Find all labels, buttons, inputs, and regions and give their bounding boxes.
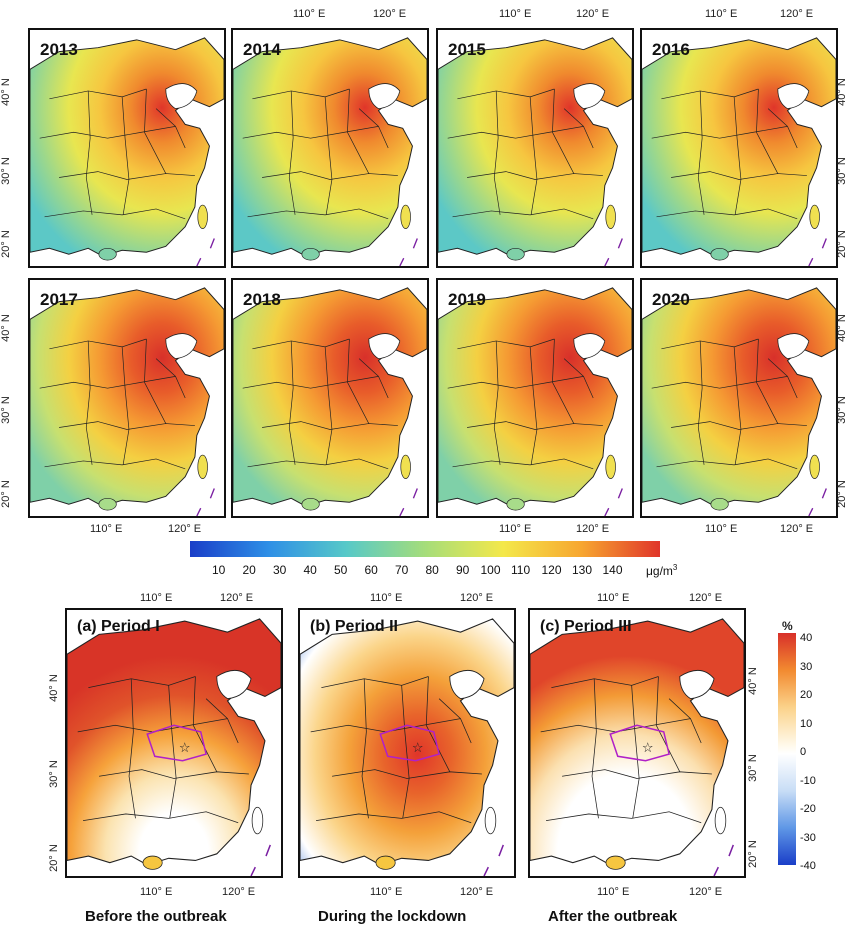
lat-label-pr-40: 40° N (746, 667, 759, 695)
lon-label-top-120c: 120° E (576, 8, 610, 20)
year-map-2018: 2018 (231, 278, 429, 518)
lat-label-left-30: 30° N (0, 157, 12, 185)
period-title: (a) Period I (77, 618, 160, 635)
period-caption: Before the outbreak (85, 908, 227, 925)
lat-label-right-20: 20° N (835, 230, 848, 258)
lat-label-p-20: 20° N (47, 844, 60, 872)
colorbar-tick: 20 (242, 563, 256, 577)
lon-label-p-120c: 120° E (689, 592, 723, 604)
colorbar-tick: 110 (511, 563, 531, 577)
lon-label-p-120b: 120° E (460, 592, 494, 604)
lon-label-pb-110a: 110° E (140, 886, 173, 898)
percent-colorbar-tick: 10 (800, 717, 813, 730)
colorbar-tick: 50 (334, 563, 348, 577)
lon-label-p-120a: 120° E (220, 592, 254, 604)
year-label: 2013 (40, 40, 78, 59)
lon-label-p-110a: 110° E (140, 592, 173, 604)
colorbar-tick: 70 (395, 563, 409, 577)
colorbar-tick: 120 (541, 563, 562, 577)
year-map-2017: 2017 (28, 278, 226, 518)
wuhan-star-icon: ☆ (412, 740, 424, 755)
percent-colorbar-tick: -20 (800, 803, 816, 815)
pct-colorbar-unit: % (782, 619, 793, 633)
percent-colorbar-tick: -30 (800, 831, 816, 844)
colorbar-tick: 10 (212, 563, 226, 577)
year-label: 2015 (448, 40, 486, 59)
year-label: 2018 (243, 290, 281, 309)
year-map-2019: 2019 (436, 278, 634, 518)
concentration-colorbar (190, 541, 660, 557)
lat-label-p-30: 30° N (47, 760, 60, 788)
lat-label-left-20b: 20° N (0, 480, 12, 508)
percent-colorbar-tick: 30 (800, 660, 813, 673)
period-map-1: ☆ (a) Period I (65, 608, 283, 878)
year-label: 2017 (40, 290, 78, 309)
period-title: (c) Period III (540, 618, 632, 635)
year-label: 2019 (448, 290, 486, 309)
lon-label-pb-120c: 120° E (689, 886, 723, 898)
lon-label-p-110c: 110° E (597, 592, 630, 604)
colorbar-tick: 40 (303, 563, 317, 577)
lon-label-bottom-110c: 110° E (499, 523, 532, 535)
percent-colorbar-tick: -40 (800, 860, 816, 872)
colorbar-tick: 80 (425, 563, 439, 577)
lon-label-top-120b: 120° E (780, 8, 814, 20)
lon-label-top-110b: 110° E (705, 8, 738, 20)
year-map-2020: 2020 (640, 278, 838, 518)
colorbar-unit: μg/m3 (646, 563, 678, 578)
period-map-2: ☆ (b) Period II (298, 608, 516, 878)
colorbar-tick: 60 (364, 563, 378, 577)
period-caption: During the lockdown (318, 908, 467, 925)
lat-label-right-30b: 30° N (835, 396, 848, 424)
year-map-2015: 2015 (436, 28, 634, 268)
percent-colorbar-tick: 0 (800, 746, 807, 758)
lat-label-left-20: 20° N (0, 230, 12, 258)
year-label: 2020 (652, 290, 690, 309)
lon-label-bottom-110: 110° E (90, 523, 123, 535)
lat-label-right-40b: 40° N (835, 314, 848, 342)
lat-label-pr-20: 20° N (746, 840, 759, 868)
lon-label-bottom-110d: 110° E (705, 523, 738, 535)
lat-label-left-40: 40° N (0, 78, 12, 106)
colorbar-tick: 130 (572, 563, 593, 577)
lat-label-left-30b: 30° N (0, 396, 12, 424)
percent-colorbar-tick: 40 (800, 632, 813, 644)
percent-colorbar-tick: 20 (800, 689, 813, 701)
lat-label-right-20b: 20° N (835, 480, 848, 508)
lon-label-pb-110b: 110° E (370, 886, 403, 898)
lon-label-bottom-120d: 120° E (780, 523, 814, 535)
lat-label-right-40: 40° N (835, 78, 848, 106)
year-map-2014: 2014 (231, 28, 429, 268)
lat-label-right-30: 30° N (835, 157, 848, 185)
colorbar-tick: 90 (456, 563, 470, 577)
period-map-3: ☆ (c) Period III (528, 608, 746, 878)
lon-label-pb-120a: 120° E (222, 886, 256, 898)
lon-label-p-110b: 110° E (370, 592, 403, 604)
percent-colorbar (778, 633, 796, 865)
lon-label-top-110c: 110° E (499, 8, 532, 20)
wuhan-star-icon: ☆ (642, 740, 654, 755)
lat-label-left-40b: 40° N (0, 314, 12, 342)
colorbar-tick: 140 (602, 563, 623, 577)
year-label: 2014 (243, 40, 281, 59)
lon-label-pb-110c: 110° E (597, 886, 630, 898)
year-map-2016: 2016 (640, 28, 838, 268)
period-title: (b) Period II (310, 618, 398, 635)
year-label: 2016 (652, 40, 690, 59)
lon-label-top-120: 120° E (373, 8, 407, 20)
lat-label-p-40: 40° N (47, 674, 60, 702)
period-caption: After the outbreak (548, 908, 678, 925)
lon-label-bottom-120: 120° E (168, 523, 202, 535)
lon-label-pb-120b: 120° E (460, 886, 494, 898)
colorbar-tick: 30 (273, 563, 287, 577)
colorbar-tick: 100 (480, 563, 501, 577)
wuhan-star-icon: ☆ (179, 740, 191, 755)
lon-label-top-110: 110° E (293, 8, 326, 20)
year-map-2013: 2013 (28, 28, 226, 268)
lon-label-bottom-120c: 120° E (576, 523, 610, 535)
percent-colorbar-tick: -10 (800, 774, 816, 787)
lat-label-pr-30: 30° N (746, 754, 759, 782)
